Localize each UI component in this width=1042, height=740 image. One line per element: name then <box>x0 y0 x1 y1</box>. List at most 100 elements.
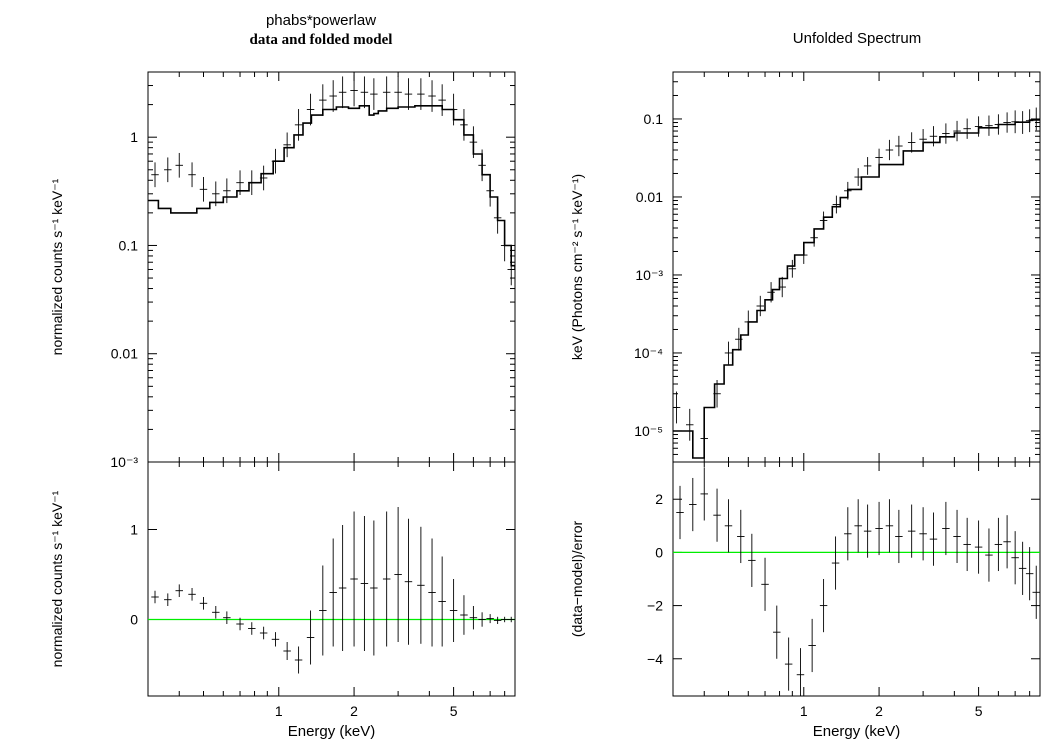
data-point <box>1025 547 1034 601</box>
panel-left-top: 10⁻³ 0.01 0.1 1 normalized counts s⁻¹ keV⁻¹ <box>49 71 516 470</box>
data-point <box>382 511 391 647</box>
panel-right-top: 10⁻⁵ 10⁻⁴ 10⁻³ 0.01 0.1 keV (Photons cm⁻² s⁻¹… <box>569 71 1041 463</box>
data-point <box>686 408 694 441</box>
y-tick-label: −4 <box>647 651 663 667</box>
data-point <box>151 162 159 188</box>
data-point <box>863 157 872 175</box>
data-point <box>294 109 303 141</box>
data-point <box>382 76 391 109</box>
data-point <box>713 488 721 542</box>
x-tick-label: 5 <box>975 703 983 719</box>
y-axis-label: normalized counts s⁻¹ keV⁻¹ <box>49 178 65 355</box>
data-point <box>724 499 733 553</box>
data-point <box>919 507 927 561</box>
y-tick-label: 0.01 <box>636 189 663 205</box>
data-point <box>460 595 468 635</box>
y-tick-label: 0 <box>130 612 138 628</box>
data-point <box>259 626 268 640</box>
x-tick-label: 2 <box>875 703 883 719</box>
data-point <box>223 178 231 204</box>
data-point <box>428 80 436 112</box>
panel-left-bottom: 1 2 5 0 1 normalized counts s⁻¹ keV⁻¹ Energy (… <box>49 461 516 740</box>
data-point <box>212 606 220 619</box>
y-axis-label: keV (Photons cm⁻² s⁻¹ keV⁻¹) <box>569 174 585 360</box>
data-point <box>417 78 425 110</box>
data-point <box>689 477 697 532</box>
y-tick-label: 10⁻⁵ <box>634 423 663 439</box>
data-point <box>486 614 494 624</box>
data-point <box>1003 112 1011 133</box>
y-tick-label: 0.1 <box>119 237 139 253</box>
data-point <box>449 579 458 642</box>
data-point <box>507 616 515 623</box>
data-point <box>676 485 684 540</box>
y-tick-label: −2 <box>647 598 663 614</box>
data-point <box>370 78 378 110</box>
data-point <box>329 80 337 112</box>
x-axis-label: Energy (keV) <box>813 723 901 740</box>
data-point <box>773 605 781 659</box>
data-point <box>1011 531 1019 585</box>
data-point <box>875 148 883 167</box>
data-point <box>350 511 358 647</box>
data-point <box>338 525 347 651</box>
data-point <box>885 499 894 553</box>
data-point <box>942 123 950 144</box>
x-tick-label: 5 <box>450 703 458 719</box>
data-point <box>223 611 231 624</box>
data-point <box>306 610 315 665</box>
data-point <box>360 76 369 109</box>
y-tick-label: 0.01 <box>111 346 138 362</box>
data-point <box>808 618 816 673</box>
data-point <box>404 518 413 645</box>
y-axis-label: (data−model)/error <box>569 520 585 637</box>
y-tick-label: 1 <box>130 522 138 538</box>
data-point <box>404 78 413 110</box>
data-point <box>469 606 478 630</box>
data-point <box>175 584 183 597</box>
plot-area <box>673 107 1040 459</box>
data-point <box>700 467 708 521</box>
data-point <box>1032 565 1040 619</box>
plot-frame <box>147 71 516 463</box>
data-point <box>885 139 894 161</box>
data-point <box>493 616 502 624</box>
data-point <box>895 135 903 157</box>
x-tick-label: 2 <box>350 703 358 719</box>
plot-frame <box>147 461 516 697</box>
data-point <box>175 152 183 178</box>
plot-area <box>148 74 515 286</box>
data-point <box>863 504 872 558</box>
data-point <box>875 501 883 556</box>
y-tick-label: 0 <box>655 544 663 560</box>
data-point <box>500 616 509 623</box>
data-point <box>929 126 938 147</box>
data-point <box>319 565 327 656</box>
right-title: Unfolded Spectrum <box>792 30 922 47</box>
left-title: phabs*powerlaw <box>265 12 377 29</box>
y-tick-label: 1 <box>130 129 138 145</box>
data-point <box>188 162 196 188</box>
data-point <box>478 612 486 627</box>
data-point <box>283 132 291 158</box>
data-point <box>831 536 840 590</box>
data-point <box>428 538 436 647</box>
data-point <box>985 528 993 582</box>
data-point <box>1032 107 1040 131</box>
data-point <box>963 118 971 139</box>
data-point <box>953 509 961 564</box>
data-point <box>164 593 172 606</box>
data-point <box>338 76 347 109</box>
data-point <box>248 622 256 635</box>
data-point <box>942 501 950 556</box>
plot-area <box>673 467 1040 696</box>
model-line <box>148 105 515 270</box>
data-point <box>985 115 993 136</box>
data-point <box>895 509 903 564</box>
data-point <box>417 526 425 644</box>
data-point <box>360 516 369 651</box>
data-point <box>974 520 983 574</box>
data-point <box>761 557 769 611</box>
data-point <box>394 507 402 642</box>
